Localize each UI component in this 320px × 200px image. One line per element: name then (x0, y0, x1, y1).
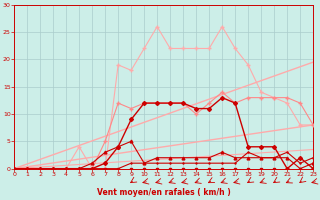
X-axis label: Vent moyen/en rafales ( km/h ): Vent moyen/en rafales ( km/h ) (97, 188, 230, 197)
